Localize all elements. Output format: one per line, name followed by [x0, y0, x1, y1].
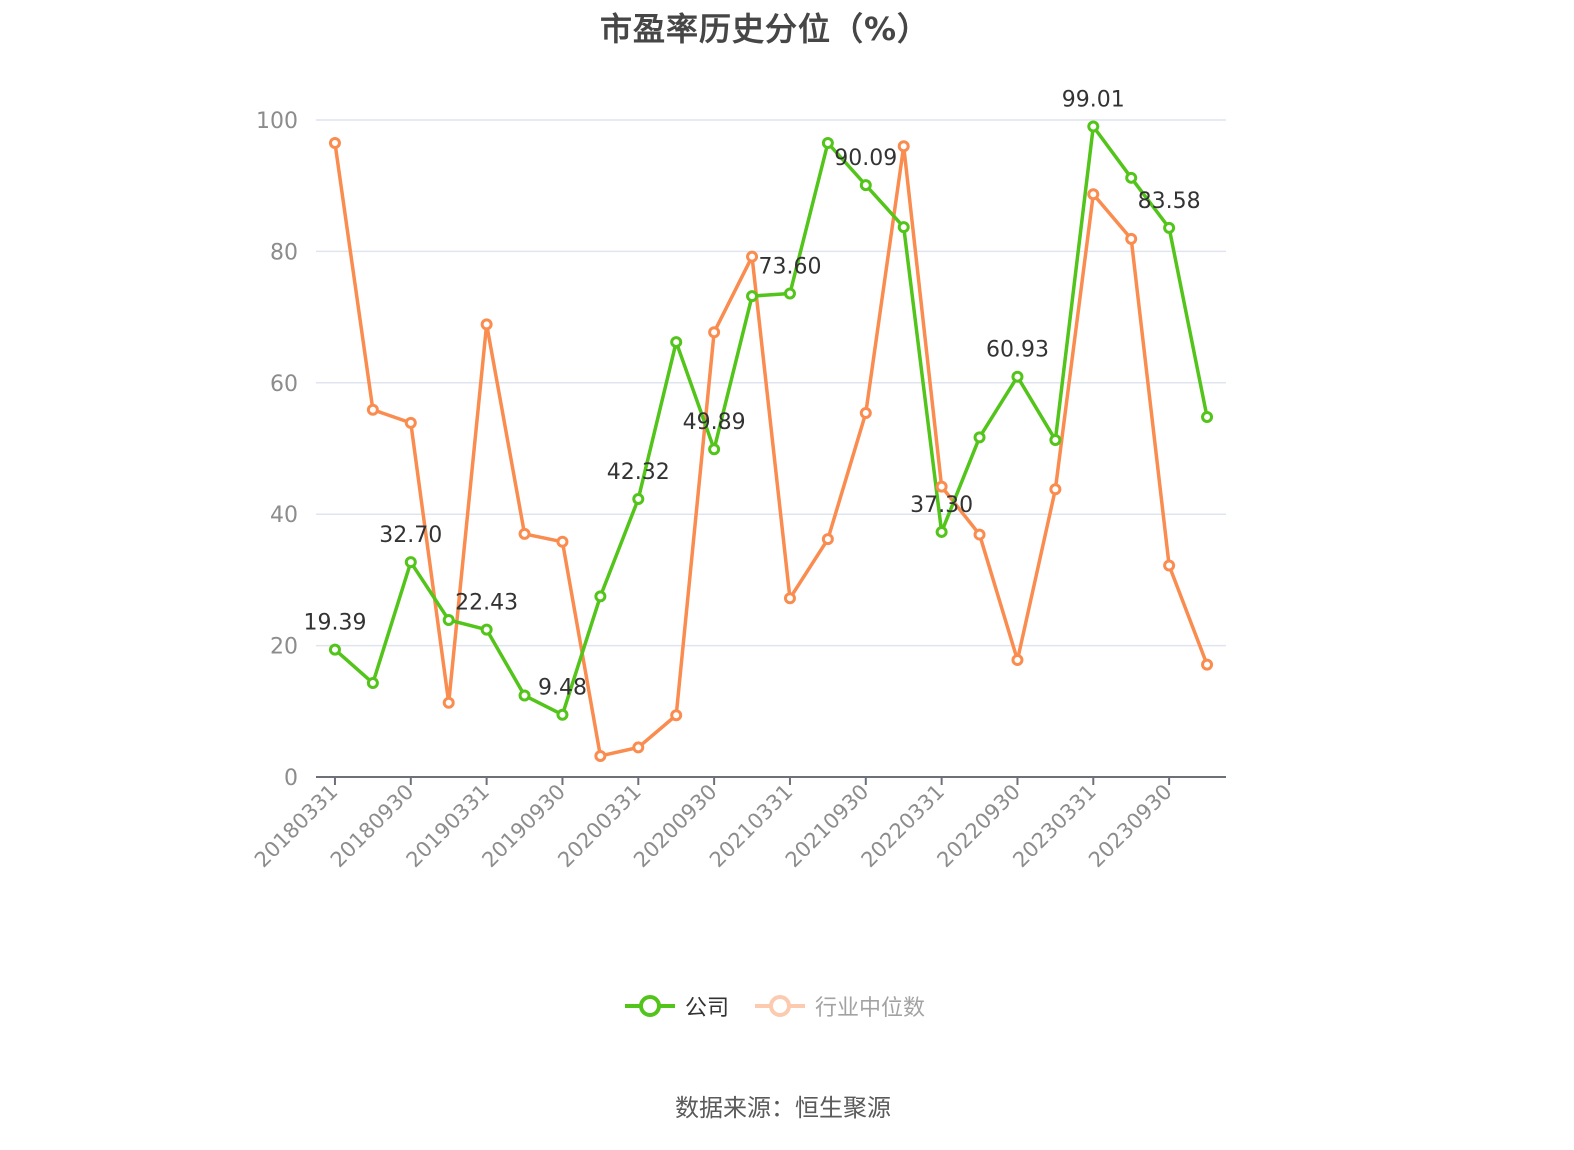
data-point[interactable] [973, 528, 986, 541]
data-point[interactable] [935, 525, 948, 538]
data-point[interactable] [746, 290, 759, 303]
data-point[interactable] [1087, 120, 1100, 133]
data-point[interactable] [859, 407, 872, 420]
data-point[interactable] [594, 590, 607, 603]
data-point[interactable] [480, 623, 493, 636]
data-point[interactable] [708, 326, 721, 339]
data-point[interactable] [1011, 654, 1024, 667]
data-point[interactable] [708, 443, 721, 456]
data-label: 90.09 [834, 146, 897, 171]
legend-line-circle-icon [624, 995, 675, 1017]
data-label: 83.58 [1138, 189, 1201, 214]
legend-line-circle-icon [755, 995, 805, 1017]
data-point[interactable] [442, 613, 455, 626]
y-tick-label: 40 [270, 503, 298, 528]
data-point[interactable] [366, 677, 379, 690]
data-label: 73.60 [758, 254, 821, 279]
legend-label-industry-median: 行业中位数 [815, 996, 926, 1021]
data-point[interactable] [783, 287, 796, 300]
data-point[interactable] [670, 709, 683, 722]
data-point[interactable] [897, 221, 910, 234]
data-point[interactable] [821, 136, 834, 149]
data-label: 49.89 [683, 410, 746, 435]
data-point[interactable] [821, 533, 834, 546]
data-point[interactable] [404, 556, 417, 569]
data-point[interactable] [1125, 232, 1138, 245]
data-point[interactable] [1011, 370, 1024, 383]
data-label: 19.39 [303, 611, 366, 636]
data-point[interactable] [404, 416, 417, 429]
chart-title: 市盈率历史分位（%） [599, 10, 931, 48]
line-chart: 0204060801002018033120180930201903312019… [250, 88, 1226, 873]
data-label: 60.93 [986, 338, 1049, 363]
data-point[interactable] [1163, 221, 1176, 234]
y-tick-label: 20 [270, 635, 298, 660]
data-point[interactable] [859, 179, 872, 192]
y-tick-label: 80 [270, 240, 298, 265]
data-point[interactable] [556, 708, 569, 721]
data-point[interactable] [783, 592, 796, 605]
data-point[interactable] [935, 480, 948, 493]
data-point[interactable] [328, 643, 341, 656]
data-point[interactable] [670, 336, 683, 349]
legend-item-company[interactable]: 公司 [624, 990, 729, 1022]
data-label: 32.70 [379, 523, 442, 548]
data-source-note: 数据来源：恒生聚源 [675, 1094, 891, 1122]
data-label: 37.30 [910, 493, 973, 518]
y-tick-label: 60 [270, 372, 298, 397]
y-tick-label: 100 [256, 109, 298, 134]
series-line-company [333, 124, 1209, 717]
y-tick-label: 0 [284, 766, 298, 791]
data-point[interactable] [1163, 559, 1176, 572]
data-label: 22.43 [455, 591, 518, 616]
data-point[interactable] [1201, 658, 1214, 671]
series-line-industry-median [333, 142, 1209, 758]
data-point[interactable] [632, 741, 645, 754]
data-point[interactable] [366, 403, 379, 416]
data-point[interactable] [1049, 483, 1062, 496]
data-point[interactable] [442, 696, 455, 709]
data-label: 42.32 [607, 460, 670, 485]
data-point[interactable] [328, 136, 341, 149]
legend-label-company: 公司 [684, 996, 729, 1021]
data-point[interactable] [1049, 433, 1062, 446]
legend-item-industry-median[interactable]: 行业中位数 [755, 990, 925, 1022]
legend: 公司 行业中位数 [0, 990, 1550, 1022]
x-tick-label: 20230930 [1084, 780, 1177, 873]
data-point[interactable] [556, 535, 569, 548]
data-label: 9.48 [538, 676, 587, 701]
data-point[interactable] [480, 318, 493, 331]
data-point[interactable] [1087, 188, 1100, 201]
data-point[interactable] [746, 250, 759, 263]
data-point[interactable] [632, 492, 645, 505]
data-point[interactable] [897, 140, 910, 153]
data-label: 99.01 [1062, 88, 1125, 113]
data-point[interactable] [518, 689, 531, 702]
data-point[interactable] [518, 527, 531, 540]
data-point[interactable] [973, 431, 986, 444]
data-point[interactable] [1125, 171, 1138, 184]
data-point[interactable] [594, 749, 607, 762]
data-point[interactable] [1201, 410, 1214, 423]
